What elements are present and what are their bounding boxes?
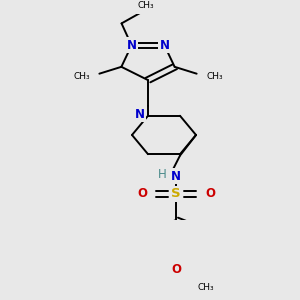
Text: CH₃: CH₃ xyxy=(73,72,90,81)
Text: CH₃: CH₃ xyxy=(137,1,154,10)
Text: H: H xyxy=(158,168,166,181)
Text: N: N xyxy=(160,39,170,52)
Text: O: O xyxy=(137,188,147,200)
Text: O: O xyxy=(171,263,181,276)
Text: O: O xyxy=(205,188,215,200)
Text: N: N xyxy=(127,39,136,52)
Text: N: N xyxy=(171,169,181,183)
Text: S: S xyxy=(171,188,181,200)
Text: CH₃: CH₃ xyxy=(206,72,223,81)
Text: N: N xyxy=(135,108,145,121)
Text: CH₃: CH₃ xyxy=(198,283,214,292)
